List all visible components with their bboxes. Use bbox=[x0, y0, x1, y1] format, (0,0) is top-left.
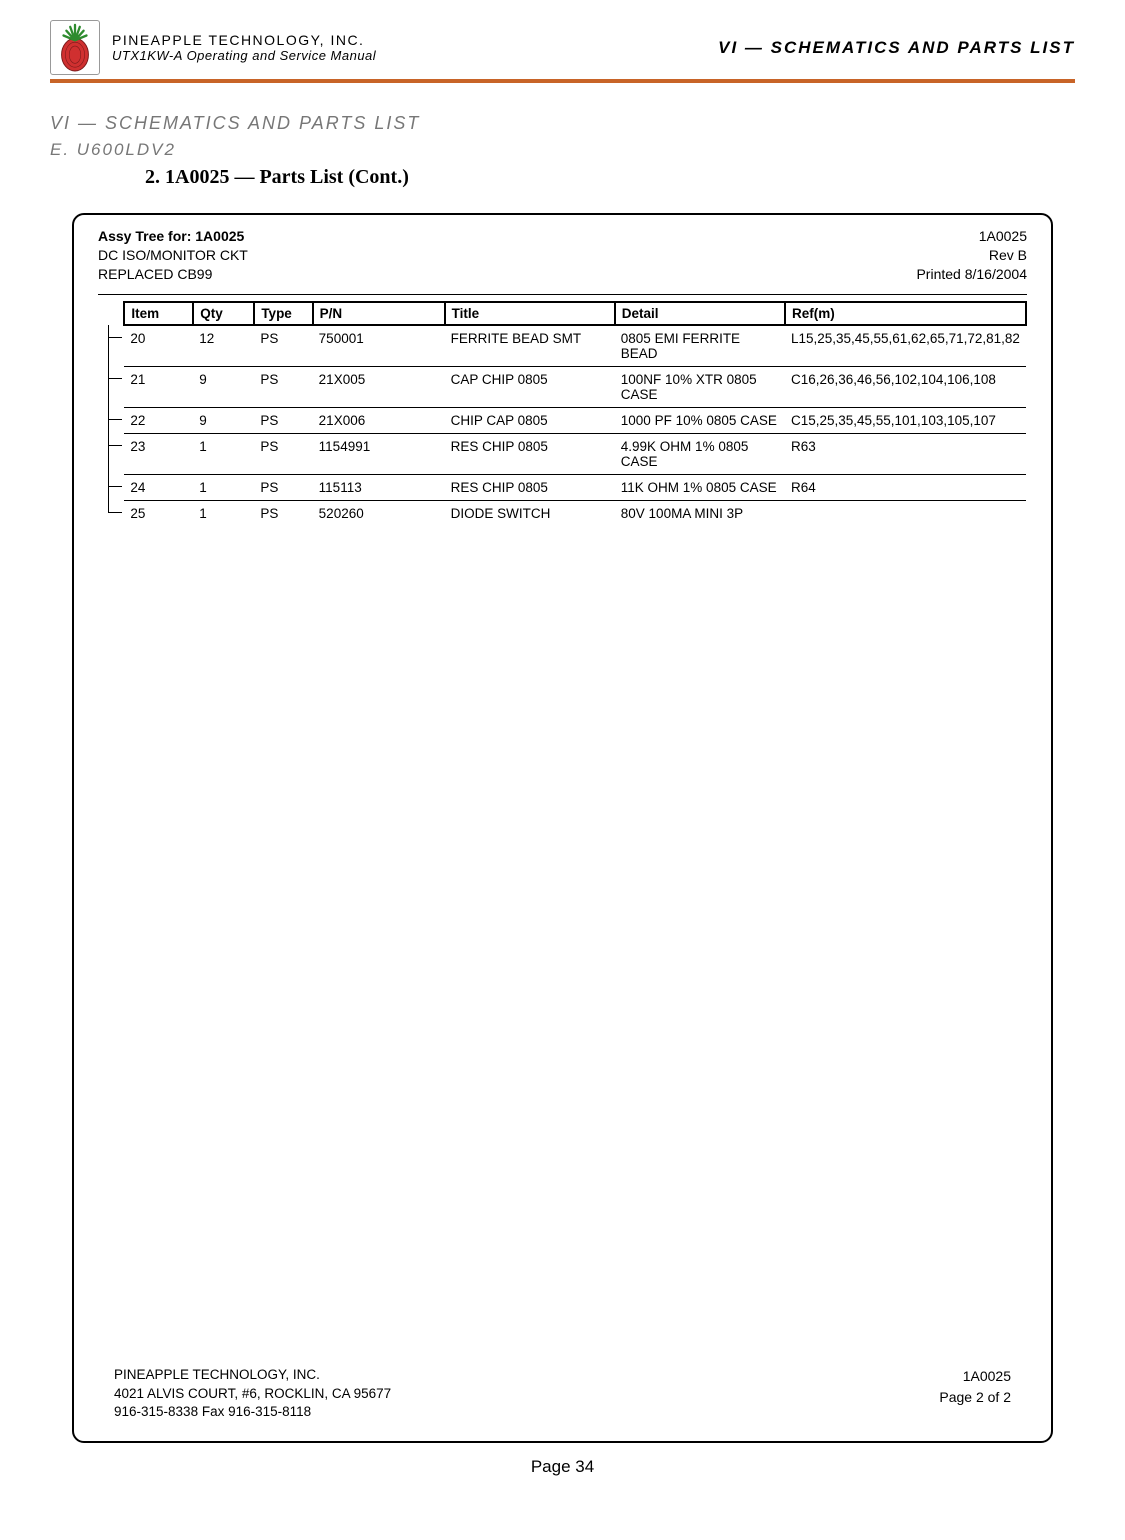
cell-type: PS bbox=[254, 407, 312, 433]
parts-table-wrap: Item Qty Type P/N Title Detail Ref(m) 20… bbox=[98, 294, 1027, 526]
page-number-footer: Page 34 bbox=[50, 1457, 1075, 1477]
document-page: PINEAPPLE TECHNOLOGY, INC. UTX1KW-A Oper… bbox=[0, 0, 1125, 1540]
cell-title: FERRITE BEAD SMT bbox=[445, 325, 615, 367]
cell-pn: 1154991 bbox=[313, 433, 445, 474]
cell-type: PS bbox=[254, 366, 312, 407]
assy-id: 1A0025 bbox=[916, 227, 1027, 246]
cell-pn: 115113 bbox=[313, 474, 445, 500]
col-ref: Ref(m) bbox=[785, 302, 1026, 325]
cell-title: RES CHIP 0805 bbox=[445, 433, 615, 474]
section-heading-1: VI — SCHEMATICS AND PARTS LIST bbox=[50, 113, 1075, 134]
cell-ref: C15,25,35,45,55,101,103,105,107 bbox=[785, 407, 1026, 433]
footer-id: 1A0025 bbox=[939, 1366, 1011, 1387]
assy-header-right: 1A0025 Rev B Printed 8/16/2004 bbox=[916, 227, 1027, 284]
footer-page-of: Page 2 of 2 bbox=[939, 1387, 1011, 1408]
frame-footer-right: 1A0025 Page 2 of 2 bbox=[939, 1366, 1011, 1421]
cell-qty: 9 bbox=[193, 366, 254, 407]
page-header: PINEAPPLE TECHNOLOGY, INC. UTX1KW-A Oper… bbox=[50, 20, 1075, 83]
cell-detail: 100NF 10% XTR 0805 CASE bbox=[615, 366, 785, 407]
parts-table-header-row: Item Qty Type P/N Title Detail Ref(m) bbox=[98, 302, 1026, 325]
col-qty: Qty bbox=[193, 302, 254, 325]
cell-pn: 750001 bbox=[313, 325, 445, 367]
col-pn: P/N bbox=[313, 302, 445, 325]
cell-item: 23 bbox=[124, 433, 193, 474]
cell-type: PS bbox=[254, 325, 312, 367]
header-section-title: VI — SCHEMATICS AND PARTS LIST bbox=[718, 38, 1075, 58]
cell-ref: L15,25,35,45,55,61,62,65,71,72,81,82 bbox=[785, 325, 1026, 367]
tree-connector bbox=[98, 433, 124, 474]
cell-qty: 9 bbox=[193, 407, 254, 433]
cell-item: 22 bbox=[124, 407, 193, 433]
section-heading-2: E. U600LDV2 bbox=[50, 140, 1075, 160]
cell-detail: 4.99K OHM 1% 0805 CASE bbox=[615, 433, 785, 474]
assy-subtitle-1: DC ISO/MONITOR CKT bbox=[98, 246, 248, 265]
tree-connector bbox=[98, 407, 124, 433]
cell-item: 25 bbox=[124, 500, 193, 526]
cell-detail: 11K OHM 1% 0805 CASE bbox=[615, 474, 785, 500]
cell-qty: 1 bbox=[193, 474, 254, 500]
cell-item: 21 bbox=[124, 366, 193, 407]
cell-ref bbox=[785, 500, 1026, 526]
frame-footer-left: PINEAPPLE TECHNOLOGY, INC. 4021 ALVIS CO… bbox=[114, 1366, 391, 1421]
frame-footer: PINEAPPLE TECHNOLOGY, INC. 4021 ALVIS CO… bbox=[114, 1366, 1011, 1421]
tree-connector bbox=[98, 366, 124, 407]
footer-company: PINEAPPLE TECHNOLOGY, INC. bbox=[114, 1366, 391, 1384]
cell-title: DIODE SWITCH bbox=[445, 500, 615, 526]
parts-table: Item Qty Type P/N Title Detail Ref(m) 20… bbox=[98, 301, 1027, 526]
footer-phone: 916-315-8338 Fax 916-315-8118 bbox=[114, 1403, 391, 1421]
col-detail: Detail bbox=[615, 302, 785, 325]
cell-detail: 0805 EMI FERRITE BEAD bbox=[615, 325, 785, 367]
cell-qty: 1 bbox=[193, 500, 254, 526]
cell-item: 20 bbox=[124, 325, 193, 367]
company-logo bbox=[50, 20, 100, 75]
cell-detail: 80V 100MA MINI 3P bbox=[615, 500, 785, 526]
cell-title: RES CHIP 0805 bbox=[445, 474, 615, 500]
table-row: 241PS115113RES CHIP 080511K OHM 1% 0805 … bbox=[98, 474, 1026, 500]
assy-subtitle-2: REPLACED CB99 bbox=[98, 265, 248, 284]
cell-item: 24 bbox=[124, 474, 193, 500]
table-row: 219PS21X005CAP CHIP 0805100NF 10% XTR 08… bbox=[98, 366, 1026, 407]
cell-qty: 1 bbox=[193, 433, 254, 474]
footer-address: 4021 ALVIS COURT, #6, ROCKLIN, CA 95677 bbox=[114, 1385, 391, 1403]
table-row: 229PS21X006CHIP CAP 08051000 PF 10% 0805… bbox=[98, 407, 1026, 433]
header-left-block: PINEAPPLE TECHNOLOGY, INC. UTX1KW-A Oper… bbox=[112, 32, 376, 63]
cell-title: CAP CHIP 0805 bbox=[445, 366, 615, 407]
col-title: Title bbox=[445, 302, 615, 325]
table-row: 251PS520260DIODE SWITCH80V 100MA MINI 3P bbox=[98, 500, 1026, 526]
cell-type: PS bbox=[254, 500, 312, 526]
cell-qty: 12 bbox=[193, 325, 254, 367]
header-manual: UTX1KW-A Operating and Service Manual bbox=[112, 48, 376, 63]
col-item: Item bbox=[124, 302, 193, 325]
cell-ref: R64 bbox=[785, 474, 1026, 500]
tree-connector bbox=[98, 500, 124, 526]
table-row: 231PS1154991RES CHIP 08054.99K OHM 1% 08… bbox=[98, 433, 1026, 474]
cell-detail: 1000 PF 10% 0805 CASE bbox=[615, 407, 785, 433]
cell-type: PS bbox=[254, 433, 312, 474]
cell-ref: C16,26,36,46,56,102,104,106,108 bbox=[785, 366, 1026, 407]
tree-connector bbox=[98, 474, 124, 500]
col-type: Type bbox=[254, 302, 312, 325]
parts-list-frame: Assy Tree for: 1A0025 DC ISO/MONITOR CKT… bbox=[72, 213, 1053, 1443]
assy-header-left: Assy Tree for: 1A0025 DC ISO/MONITOR CKT… bbox=[98, 227, 248, 284]
assy-tree-label: Assy Tree for: 1A0025 bbox=[98, 227, 248, 246]
header-company: PINEAPPLE TECHNOLOGY, INC. bbox=[112, 32, 376, 48]
tree-connector bbox=[98, 325, 124, 367]
assy-rev: Rev B bbox=[916, 246, 1027, 265]
section-heading-3: 2. 1A0025 — Parts List (Cont.) bbox=[145, 166, 1075, 189]
cell-title: CHIP CAP 0805 bbox=[445, 407, 615, 433]
cell-pn: 21X005 bbox=[313, 366, 445, 407]
cell-pn: 520260 bbox=[313, 500, 445, 526]
table-row: 2012PS750001FERRITE BEAD SMT0805 EMI FER… bbox=[98, 325, 1026, 367]
cell-type: PS bbox=[254, 474, 312, 500]
assy-header: Assy Tree for: 1A0025 DC ISO/MONITOR CKT… bbox=[74, 227, 1051, 288]
assy-printed: Printed 8/16/2004 bbox=[916, 265, 1027, 284]
cell-ref: R63 bbox=[785, 433, 1026, 474]
cell-pn: 21X006 bbox=[313, 407, 445, 433]
